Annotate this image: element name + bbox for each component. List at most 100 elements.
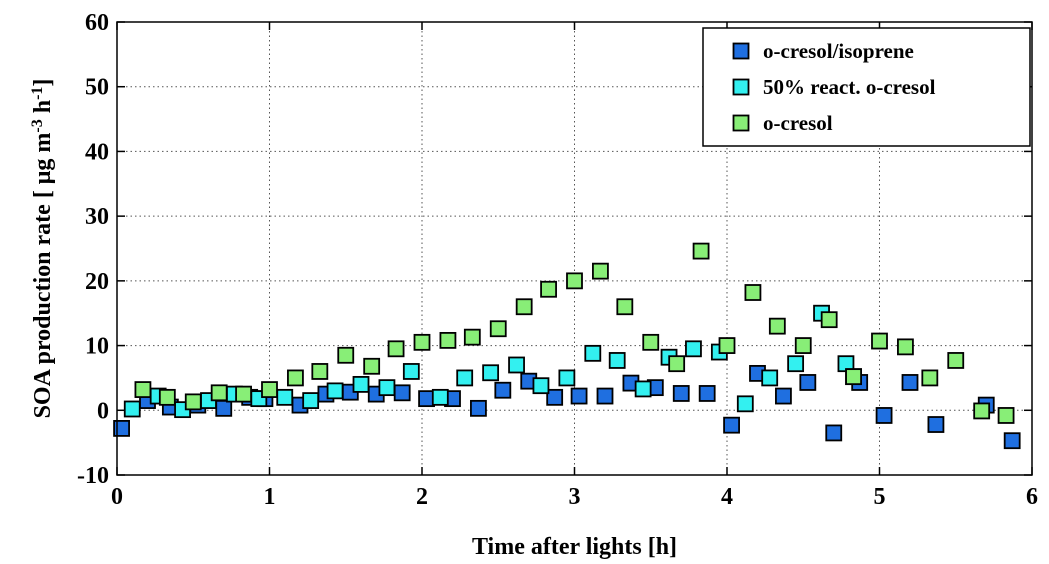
data-point — [261, 381, 278, 398]
data-point — [470, 399, 487, 417]
y-axis-title-base: SOA production rate [ μg m — [30, 133, 56, 419]
data-point — [768, 317, 786, 335]
data-point — [596, 387, 614, 405]
data-point — [668, 355, 686, 373]
data-point — [845, 368, 862, 386]
data-point — [698, 385, 716, 402]
data-point — [584, 344, 602, 362]
x-tick-label: 5 — [874, 484, 886, 510]
data-point — [825, 424, 843, 442]
y-axis-title-mid: h — [30, 100, 56, 119]
data-point — [718, 337, 736, 354]
y-tick-label: 40 — [85, 139, 109, 165]
data-point — [927, 416, 945, 433]
data-point — [820, 311, 838, 329]
data-point — [532, 377, 550, 395]
data-point — [672, 385, 690, 402]
data-point — [158, 388, 176, 406]
x-tick-label: 4 — [721, 484, 733, 510]
data-point — [515, 298, 533, 316]
x-tick-label: 0 — [111, 484, 123, 510]
legend-label: o-cresol/isoprene — [763, 39, 914, 63]
data-point — [901, 374, 919, 391]
y-axis-title: SOA production rate [ μg m-3 h-1] — [29, 79, 56, 419]
data-point — [787, 355, 805, 373]
data-point — [540, 280, 557, 298]
y-tick-label: 30 — [85, 204, 109, 230]
data-point — [761, 369, 779, 387]
data-point — [378, 379, 396, 397]
data-point — [311, 363, 329, 380]
legend: o-cresol/isoprene 50% react. o-cresol o-cr… — [702, 27, 1031, 147]
x-tick-label: 6 — [1026, 484, 1038, 510]
data-point — [463, 328, 481, 346]
data-point — [558, 369, 576, 387]
data-point — [723, 416, 740, 434]
data-point — [413, 333, 431, 351]
y-tick-label: 50 — [85, 75, 109, 101]
data-point — [326, 382, 344, 400]
data-point — [875, 407, 893, 424]
data-point — [302, 392, 320, 409]
x-tick-label: 2 — [416, 484, 428, 510]
data-point — [402, 363, 420, 380]
data-points — [113, 242, 1021, 450]
data-point — [134, 381, 152, 398]
data-point — [1003, 432, 1021, 450]
x-tick-label: 3 — [569, 484, 581, 510]
data-point — [921, 369, 939, 387]
data-point — [287, 369, 304, 387]
y-tick-label: 0 — [97, 398, 109, 424]
y-tick-label: 20 — [85, 269, 109, 295]
data-point — [775, 387, 792, 405]
data-point — [276, 388, 294, 406]
data-point — [692, 242, 710, 260]
legend-label: 50% react. o-cresol — [763, 75, 936, 99]
data-point — [489, 320, 507, 338]
legend-swatch — [732, 114, 750, 132]
data-point — [616, 298, 634, 316]
data-point — [608, 352, 626, 369]
data-point — [997, 407, 1015, 424]
series-3 — [134, 242, 1015, 424]
data-point — [123, 400, 141, 418]
data-point — [973, 402, 991, 420]
y-axis-title-sup2: -1 — [29, 87, 46, 100]
data-point — [871, 332, 888, 350]
data-point — [418, 390, 435, 408]
data-point — [431, 388, 449, 406]
legend-label: o-cresol — [763, 111, 833, 135]
data-point — [439, 331, 457, 349]
data-point — [947, 352, 965, 369]
data-point — [592, 262, 609, 280]
data-point — [642, 333, 660, 351]
x-tick-label: 1 — [264, 484, 276, 510]
data-point — [736, 395, 754, 413]
data-point — [393, 384, 411, 402]
legend-swatch — [732, 42, 750, 60]
y-tick-label: 10 — [85, 334, 109, 360]
data-point — [897, 338, 914, 356]
data-point — [352, 375, 370, 393]
data-point — [494, 381, 512, 399]
y-axis-title-end: ] — [30, 79, 56, 87]
data-point — [210, 384, 228, 402]
data-point — [113, 420, 130, 437]
data-point — [235, 385, 252, 403]
legend-box — [702, 27, 1031, 147]
data-point — [794, 337, 812, 354]
data-point — [508, 356, 525, 374]
y-tick-label: -10 — [77, 463, 109, 489]
x-axis-title: Time after lights [h] — [472, 534, 677, 560]
data-point — [215, 399, 233, 417]
data-point — [634, 380, 652, 398]
grid-lines — [117, 22, 1032, 475]
data-point — [184, 393, 202, 411]
data-point — [546, 388, 564, 406]
data-point — [799, 374, 817, 391]
legend-swatch — [732, 78, 750, 96]
y-tick-label: 60 — [85, 10, 109, 36]
data-point — [570, 387, 588, 405]
